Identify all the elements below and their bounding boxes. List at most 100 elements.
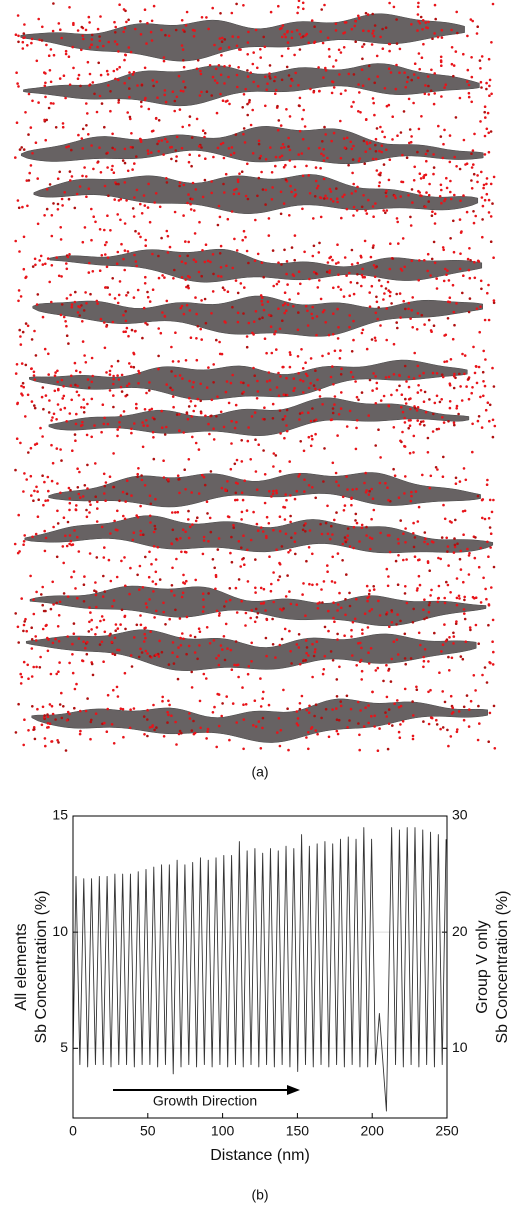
atom-dot <box>113 198 116 201</box>
atom-dot <box>39 655 42 659</box>
atom-dot <box>71 653 74 656</box>
atom-dot <box>490 92 493 96</box>
atom-dot <box>457 594 461 598</box>
atom-dot <box>229 648 233 652</box>
atom-dot <box>321 41 325 45</box>
atom-dot <box>441 726 445 729</box>
atom-dot <box>143 282 147 285</box>
atom-dot <box>32 726 36 729</box>
atom-dot <box>286 41 290 44</box>
atom-dot <box>212 381 215 384</box>
atom-dot <box>446 317 450 320</box>
atom-dot <box>66 595 70 598</box>
atom-dot <box>157 119 161 122</box>
atom-dot <box>264 104 267 108</box>
atom-dot <box>128 87 131 90</box>
atom-dot <box>374 444 378 447</box>
atom-dot <box>137 369 140 373</box>
atom-dot <box>477 365 481 369</box>
atom-dot <box>77 73 81 77</box>
atom-dot <box>252 510 255 514</box>
atom-dot <box>184 278 187 281</box>
atom-dot <box>175 743 178 746</box>
atom-dot <box>21 330 25 334</box>
atom-dot <box>37 498 40 502</box>
atom-dot <box>373 275 377 279</box>
atom-dot <box>461 291 464 295</box>
atom-dot <box>262 275 266 279</box>
atom-dot <box>467 91 471 95</box>
atom-dot <box>188 309 192 312</box>
atom-dot <box>488 403 492 407</box>
atom-dot <box>84 646 87 650</box>
atom-dot <box>58 170 61 174</box>
atom-dot <box>390 302 393 305</box>
atom-dot <box>178 413 181 416</box>
atom-dot <box>89 292 92 296</box>
atom-dot <box>372 244 375 247</box>
atom-dot <box>396 326 399 330</box>
atom-dot <box>81 174 84 178</box>
atom-dot <box>157 367 160 371</box>
atom-dot <box>52 2 55 5</box>
atom-dot <box>86 402 89 406</box>
atom-dot <box>471 386 474 389</box>
atom-dot <box>236 663 240 667</box>
atom-dot <box>52 102 55 105</box>
atom-dot <box>206 730 209 733</box>
atom-dot <box>161 699 164 703</box>
atom-dot <box>266 82 269 85</box>
atom-dot <box>414 490 418 493</box>
atom-dot <box>390 609 394 612</box>
atom-dot <box>17 206 21 210</box>
atom-dot <box>135 155 138 158</box>
atom-dot <box>187 536 191 540</box>
atom-dot <box>442 248 446 252</box>
atom-dot <box>57 274 61 278</box>
atom-dot <box>301 528 305 532</box>
atom-dot <box>140 212 144 215</box>
atom-dot <box>103 243 107 247</box>
atom-dot <box>285 408 289 412</box>
atom-dot <box>312 270 316 274</box>
atom-dot <box>124 500 127 503</box>
atom-dot <box>213 705 216 709</box>
atom-dot <box>145 42 148 45</box>
atom-dot <box>364 11 368 15</box>
atom-dot <box>78 370 82 374</box>
atom-dot <box>310 19 314 22</box>
atom-dot <box>329 197 333 201</box>
atom-dot <box>216 223 220 227</box>
atom-dot <box>403 416 407 420</box>
atom-dot <box>94 590 98 593</box>
atom-dot <box>391 257 395 260</box>
atom-dot <box>387 67 391 70</box>
atom-dot <box>278 575 282 578</box>
atom-dot <box>218 252 222 255</box>
atom-dot <box>461 657 465 661</box>
atom-dot <box>234 279 238 282</box>
atom-dot <box>379 35 382 39</box>
atom-dot <box>30 675 34 678</box>
atom-dot <box>181 632 184 635</box>
atom-dot <box>372 585 376 588</box>
atom-dot <box>429 89 433 92</box>
atom-dot <box>395 623 398 626</box>
atom-dot <box>440 373 444 377</box>
atom-dot <box>316 378 319 382</box>
atom-dot <box>356 281 359 285</box>
atom-dot <box>437 556 440 560</box>
atom-dot <box>71 642 74 646</box>
atom-dot <box>278 155 282 159</box>
atom-dot <box>223 65 226 68</box>
atom-dot <box>382 394 386 398</box>
atom-dot <box>114 528 118 531</box>
atom-dot <box>236 498 239 502</box>
atom-dot <box>98 269 102 273</box>
atom-dot <box>167 663 171 666</box>
atom-dot <box>46 726 49 729</box>
atom-dot <box>162 610 165 614</box>
atom-dot <box>182 214 185 217</box>
atom-dot <box>449 735 453 738</box>
atom-dot <box>289 602 293 606</box>
